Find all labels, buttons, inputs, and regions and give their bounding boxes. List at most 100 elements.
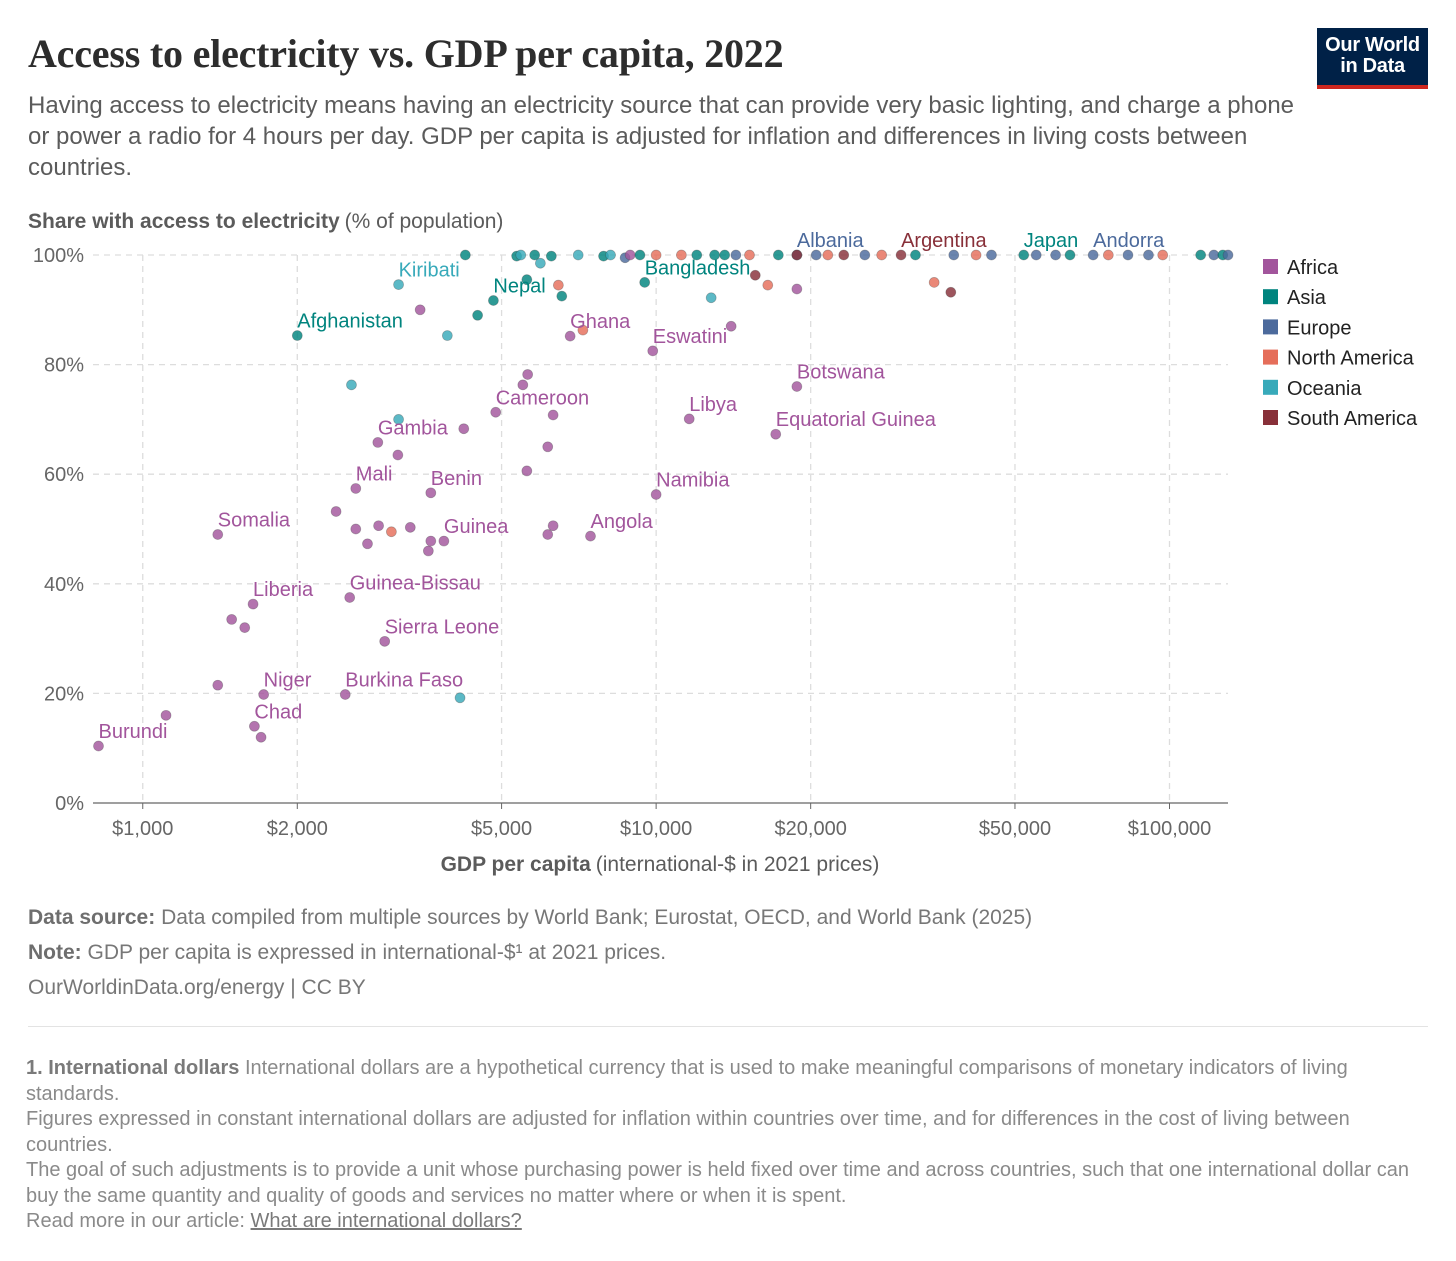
data-point[interactable] xyxy=(1195,249,1207,261)
data-point[interactable] xyxy=(372,437,384,448)
legend-swatch[interactable] xyxy=(1263,289,1278,305)
data-point[interactable] xyxy=(1143,249,1154,261)
owid-logo[interactable]: Our World in Data xyxy=(1317,28,1428,89)
data-point[interactable] xyxy=(986,249,997,261)
data-point[interactable] xyxy=(791,283,803,295)
data-point[interactable] xyxy=(895,249,907,261)
legend-label[interactable]: Africa xyxy=(1287,257,1339,279)
data-point[interactable] xyxy=(490,406,502,418)
data-point[interactable] xyxy=(1050,249,1061,261)
data-point[interactable] xyxy=(350,523,362,535)
data-point[interactable] xyxy=(709,249,720,261)
data-point[interactable] xyxy=(1157,249,1169,261)
data-point[interactable] xyxy=(572,249,584,261)
data-point[interactable] xyxy=(362,538,373,550)
data-point[interactable] xyxy=(422,545,434,557)
data-point[interactable] xyxy=(330,506,342,517)
data-point[interactable] xyxy=(160,709,172,721)
data-point[interactable] xyxy=(547,520,559,532)
data-point[interactable] xyxy=(1030,249,1042,261)
data-point[interactable] xyxy=(791,249,803,261)
data-point[interactable] xyxy=(547,409,559,421)
data-point[interactable] xyxy=(247,598,259,610)
data-point[interactable] xyxy=(454,692,466,704)
data-point[interactable] xyxy=(683,413,695,425)
data-point[interactable] xyxy=(1018,249,1030,261)
source-url[interactable]: OurWorldinData.org/energy | CC BY xyxy=(28,976,366,999)
data-point[interactable] xyxy=(948,249,960,261)
data-point[interactable] xyxy=(255,731,267,743)
data-point[interactable] xyxy=(810,249,822,261)
data-point[interactable] xyxy=(634,249,646,261)
legend-label[interactable]: Europe xyxy=(1287,317,1352,339)
legend-swatch[interactable] xyxy=(1263,319,1278,335)
data-point[interactable] xyxy=(346,379,357,391)
data-point[interactable] xyxy=(393,279,404,290)
data-point[interactable] xyxy=(438,535,450,547)
data-point[interactable] xyxy=(521,274,533,286)
data-point[interactable] xyxy=(585,530,596,542)
data-point[interactable] xyxy=(691,249,703,261)
data-point[interactable] xyxy=(928,277,940,288)
data-point[interactable] xyxy=(762,279,774,291)
data-point[interactable] xyxy=(249,720,260,732)
legend[interactable]: Africa Asia Europe North America Oceania Sout… xyxy=(1263,257,1418,430)
legend-label[interactable]: South America xyxy=(1287,408,1418,430)
data-point[interactable] xyxy=(373,520,384,532)
data-point[interactable] xyxy=(772,249,784,261)
data-point[interactable] xyxy=(458,423,470,435)
data-point[interactable] xyxy=(212,529,224,540)
data-point[interactable] xyxy=(650,489,662,500)
legend-label[interactable]: Asia xyxy=(1287,287,1327,309)
data-point[interactable] xyxy=(460,249,471,261)
data-point[interactable] xyxy=(770,428,782,440)
data-point[interactable] xyxy=(553,279,564,291)
data-point[interactable] xyxy=(93,740,104,752)
data-point[interactable] xyxy=(392,449,404,461)
data-point[interactable] xyxy=(1122,249,1134,261)
data-point[interactable] xyxy=(719,249,731,261)
data-point[interactable] xyxy=(876,249,888,261)
data-point[interactable] xyxy=(859,249,871,261)
data-point[interactable] xyxy=(1064,249,1076,261)
data-point[interactable] xyxy=(344,592,356,603)
data-point[interactable] xyxy=(676,249,687,261)
data-point[interactable] xyxy=(1222,249,1234,261)
data-point[interactable] xyxy=(441,330,453,341)
data-point[interactable] xyxy=(414,304,426,316)
data-point[interactable] xyxy=(1087,249,1099,261)
legend-swatch[interactable] xyxy=(1263,410,1278,425)
data-point[interactable] xyxy=(822,249,834,261)
data-point[interactable] xyxy=(350,483,362,494)
data-point[interactable] xyxy=(535,257,546,269)
data-point[interactable] xyxy=(605,249,616,261)
data-point[interactable] xyxy=(529,249,541,261)
legend-swatch[interactable] xyxy=(1263,379,1278,395)
data-point[interactable] xyxy=(425,535,437,547)
data-point[interactable] xyxy=(749,269,761,281)
data-point[interactable] xyxy=(542,529,554,540)
data-point[interactable] xyxy=(542,441,554,453)
data-point[interactable] xyxy=(838,249,850,261)
data-point[interactable] xyxy=(639,277,651,288)
data-point[interactable] xyxy=(425,487,437,499)
data-point[interactable] xyxy=(970,249,982,261)
data-point[interactable] xyxy=(705,292,717,304)
footnote-link[interactable]: What are international dollars? xyxy=(250,1210,522,1232)
data-point[interactable] xyxy=(744,249,755,261)
data-point[interactable] xyxy=(945,286,957,298)
data-point[interactable] xyxy=(291,330,303,341)
data-point[interactable] xyxy=(488,295,499,306)
legend-label[interactable]: Oceania xyxy=(1287,378,1362,400)
data-point[interactable] xyxy=(1102,249,1114,261)
data-point[interactable] xyxy=(379,635,391,647)
data-point[interactable] xyxy=(239,622,251,633)
data-point[interactable] xyxy=(258,689,270,700)
data-point[interactable] xyxy=(522,369,533,380)
data-point[interactable] xyxy=(521,465,533,477)
legend-label[interactable]: North America xyxy=(1287,348,1415,370)
data-point[interactable] xyxy=(647,345,659,357)
data-point[interactable] xyxy=(212,679,224,691)
data-point[interactable] xyxy=(725,320,737,332)
data-point[interactable] xyxy=(577,324,589,336)
